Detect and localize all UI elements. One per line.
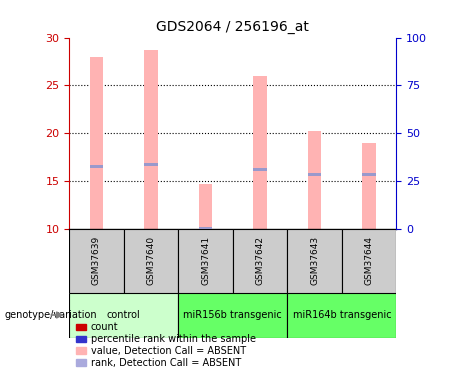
Bar [253,168,267,171]
Text: GSM37639: GSM37639 [92,236,101,285]
Text: miR156b transgenic: miR156b transgenic [183,310,282,320]
Text: GSM37641: GSM37641 [201,236,210,285]
Bar [89,57,103,229]
Bar [144,50,158,229]
Text: GSM37642: GSM37642 [255,236,265,285]
Bar [362,143,376,229]
Bar [233,229,287,292]
Bar [199,184,213,229]
Text: miR164b transgenic: miR164b transgenic [293,310,391,320]
Bar [69,229,124,292]
Bar [69,292,178,338]
Bar [178,229,233,292]
Title: GDS2064 / 256196_at: GDS2064 / 256196_at [156,20,309,34]
Bar [308,131,321,229]
Bar [342,229,396,292]
Text: genotype/variation: genotype/variation [5,310,97,320]
Bar [287,292,396,338]
Bar [144,163,158,166]
Bar [308,172,321,176]
Legend: count, percentile rank within the sample, value, Detection Call = ABSENT, rank, : count, percentile rank within the sample… [74,320,258,370]
Text: GSM37640: GSM37640 [147,236,155,285]
Bar [124,229,178,292]
Bar [362,172,376,176]
Bar [199,227,213,230]
Bar [178,292,287,338]
Bar [253,76,267,229]
Text: GSM37643: GSM37643 [310,236,319,285]
Text: control: control [107,310,141,320]
Text: GSM37644: GSM37644 [365,236,374,285]
Bar [89,165,103,168]
Bar [287,229,342,292]
